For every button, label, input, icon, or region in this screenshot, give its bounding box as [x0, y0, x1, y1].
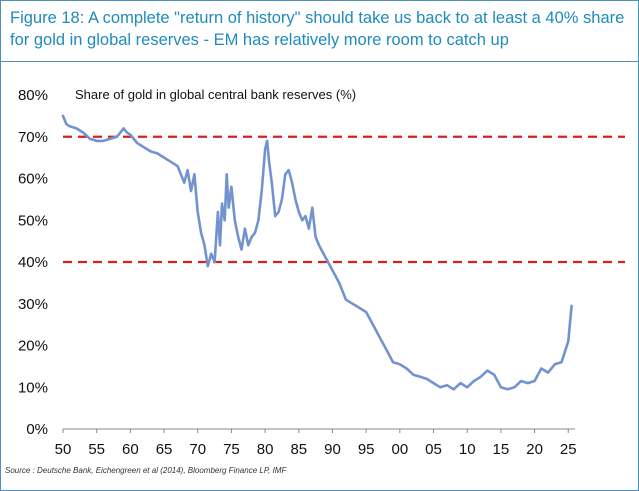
y-tick-label: 10% [18, 379, 48, 396]
x-tick-label: 65 [156, 441, 173, 458]
x-tick-label: 90 [324, 441, 341, 458]
y-tick-label: 70% [18, 129, 48, 146]
y-tick-label: 0% [26, 421, 48, 438]
x-tick-label: 55 [88, 441, 105, 458]
x-tick-label: 75 [223, 441, 240, 458]
x-tick-label: 95 [358, 441, 375, 458]
x-tick-label: 05 [425, 441, 442, 458]
chart-title: Share of gold in global central bank res… [75, 87, 356, 102]
x-tick-label: 85 [290, 441, 307, 458]
x-tick-label: 80 [257, 441, 274, 458]
x-tick-label: 70 [189, 441, 206, 458]
x-tick-label: 15 [493, 441, 510, 458]
y-tick-label: 30% [18, 296, 48, 313]
y-tick-label: 80% [18, 87, 48, 104]
x-tick-label: 50 [55, 441, 72, 458]
y-tick-label: 20% [18, 338, 48, 355]
figure-title: Figure 18: A complete "return of history… [10, 9, 625, 49]
y-tick-label: 50% [18, 212, 48, 229]
x-tick-label: 10 [459, 441, 476, 458]
series-line-0 [61, 114, 573, 391]
source-note: Source : Deutsche Bank, Eichengreen et a… [5, 466, 287, 475]
x-tick-label: 60 [122, 441, 139, 458]
y-tick-label: 40% [18, 254, 48, 271]
x-tick-label: 25 [560, 441, 577, 458]
x-tick-label: 20 [526, 441, 543, 458]
x-tick-label: 00 [391, 441, 408, 458]
figure-header: Figure 18: A complete "return of history… [1, 1, 638, 62]
y-tick-label: 60% [18, 171, 48, 188]
